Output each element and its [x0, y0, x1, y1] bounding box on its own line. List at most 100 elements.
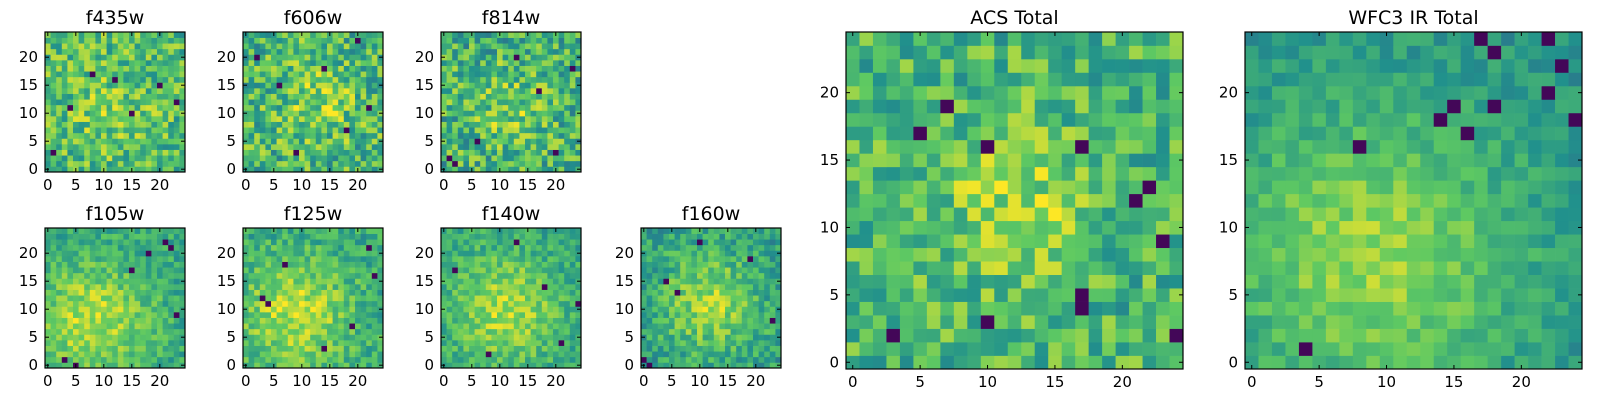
heatmap-cell — [140, 48, 147, 55]
heatmap-cell — [452, 60, 459, 66]
heatmap-cell — [940, 355, 955, 370]
heatmap-cell — [980, 153, 995, 168]
heatmap-cell — [321, 356, 328, 363]
heatmap-cell — [1169, 193, 1184, 208]
heatmap-cell — [366, 272, 373, 279]
heatmap-cell — [674, 233, 681, 240]
heatmap-cell — [725, 356, 731, 363]
heatmap-cell — [332, 362, 339, 369]
heatmap-cell — [56, 132, 63, 139]
heatmap-cell — [691, 244, 698, 251]
heatmap-cell — [758, 334, 765, 341]
heatmap-cell — [243, 233, 249, 240]
heatmap-cell — [536, 256, 543, 262]
heatmap-cell — [271, 306, 277, 313]
heatmap-cell — [547, 149, 554, 156]
heatmap-cell — [536, 127, 543, 134]
heatmap-cell — [558, 312, 565, 318]
heatmap-cell — [168, 149, 175, 156]
heatmap-cell — [569, 104, 576, 111]
heatmap-cell — [1088, 166, 1103, 181]
heatmap-cell — [332, 43, 339, 50]
heatmap-cell — [525, 289, 531, 296]
heatmap-cell — [502, 138, 509, 145]
heatmap-cell — [112, 149, 119, 156]
heatmap-cell — [452, 300, 459, 307]
heatmap-cell — [173, 278, 180, 285]
heatmap-cell — [940, 193, 955, 208]
heatmap-cell — [89, 144, 96, 150]
heatmap-cell — [530, 256, 537, 262]
heatmap-cell — [61, 250, 68, 257]
heatmap-cell — [713, 351, 720, 358]
heatmap-cell — [276, 256, 283, 262]
heatmap-cell — [377, 300, 384, 307]
heatmap-cell — [1075, 247, 1089, 262]
heatmap-cell — [123, 60, 130, 66]
heatmap-cell — [697, 289, 703, 296]
heatmap-cell — [151, 284, 158, 290]
heatmap-cell — [265, 289, 272, 296]
heatmap-cell — [441, 93, 447, 100]
heatmap-cell — [276, 317, 283, 324]
heatmap-cell — [355, 267, 361, 274]
heatmap-cell — [259, 99, 266, 106]
heatmap-cell — [95, 65, 102, 72]
heatmap-cell — [474, 155, 481, 162]
heatmap-cell — [78, 323, 85, 330]
heatmap-cell — [360, 295, 367, 302]
heatmap-cell — [293, 127, 300, 134]
heatmap-cell — [355, 317, 361, 324]
heatmap-cell — [73, 43, 79, 50]
heatmap-cell — [56, 65, 63, 72]
heatmap-cell — [553, 149, 559, 156]
heatmap-cell — [446, 362, 453, 369]
heatmap-cell — [1075, 207, 1089, 222]
heatmap-cell — [371, 93, 378, 100]
heatmap-cell — [541, 93, 548, 100]
heatmap-cell — [747, 244, 754, 251]
heatmap-cell — [265, 127, 272, 134]
heatmap-cell — [129, 76, 135, 83]
heatmap-cell — [663, 317, 670, 324]
heatmap-cell — [343, 37, 350, 44]
heatmap-cell — [162, 295, 169, 302]
heatmap-cell — [287, 166, 294, 173]
heatmap-cell — [168, 356, 175, 363]
heatmap-cell — [775, 256, 782, 262]
heatmap-cell — [327, 306, 333, 313]
heatmap-cell — [265, 300, 272, 307]
heatmap-cell — [536, 312, 543, 318]
heatmap-cell — [646, 328, 653, 335]
heatmap-cell — [530, 32, 537, 38]
heatmap-cell — [366, 345, 373, 352]
heatmap-cell — [282, 334, 289, 341]
heatmap-cell — [441, 132, 447, 139]
heatmap-cell — [310, 32, 317, 38]
heatmap-cell — [463, 54, 470, 61]
heatmap-cell — [265, 144, 272, 150]
heatmap-cell — [697, 334, 703, 341]
heatmap-cell — [485, 351, 492, 358]
heatmap-cell — [73, 312, 79, 318]
heatmap-cell — [61, 256, 68, 262]
heatmap-cell — [50, 289, 57, 296]
heatmap-cell — [310, 312, 317, 318]
heatmap-cell — [343, 71, 350, 78]
heatmap-cell — [45, 65, 51, 72]
heatmap-cell — [769, 345, 776, 352]
heatmap-cell — [360, 76, 367, 83]
heatmap-cell — [994, 207, 1009, 222]
heatmap-cell — [525, 261, 531, 268]
heatmap-cell — [276, 132, 283, 139]
heatmap-cell — [764, 351, 771, 358]
heatmap-cell — [474, 110, 481, 117]
heatmap-cell — [775, 300, 782, 307]
heatmap-cell — [310, 295, 317, 302]
heatmap-cell — [117, 239, 124, 246]
heatmap-cell — [530, 312, 537, 318]
heatmap-cell — [78, 233, 85, 240]
heatmap-cell — [304, 76, 311, 83]
heatmap-cell — [145, 334, 152, 341]
heatmap-cell — [371, 88, 378, 94]
